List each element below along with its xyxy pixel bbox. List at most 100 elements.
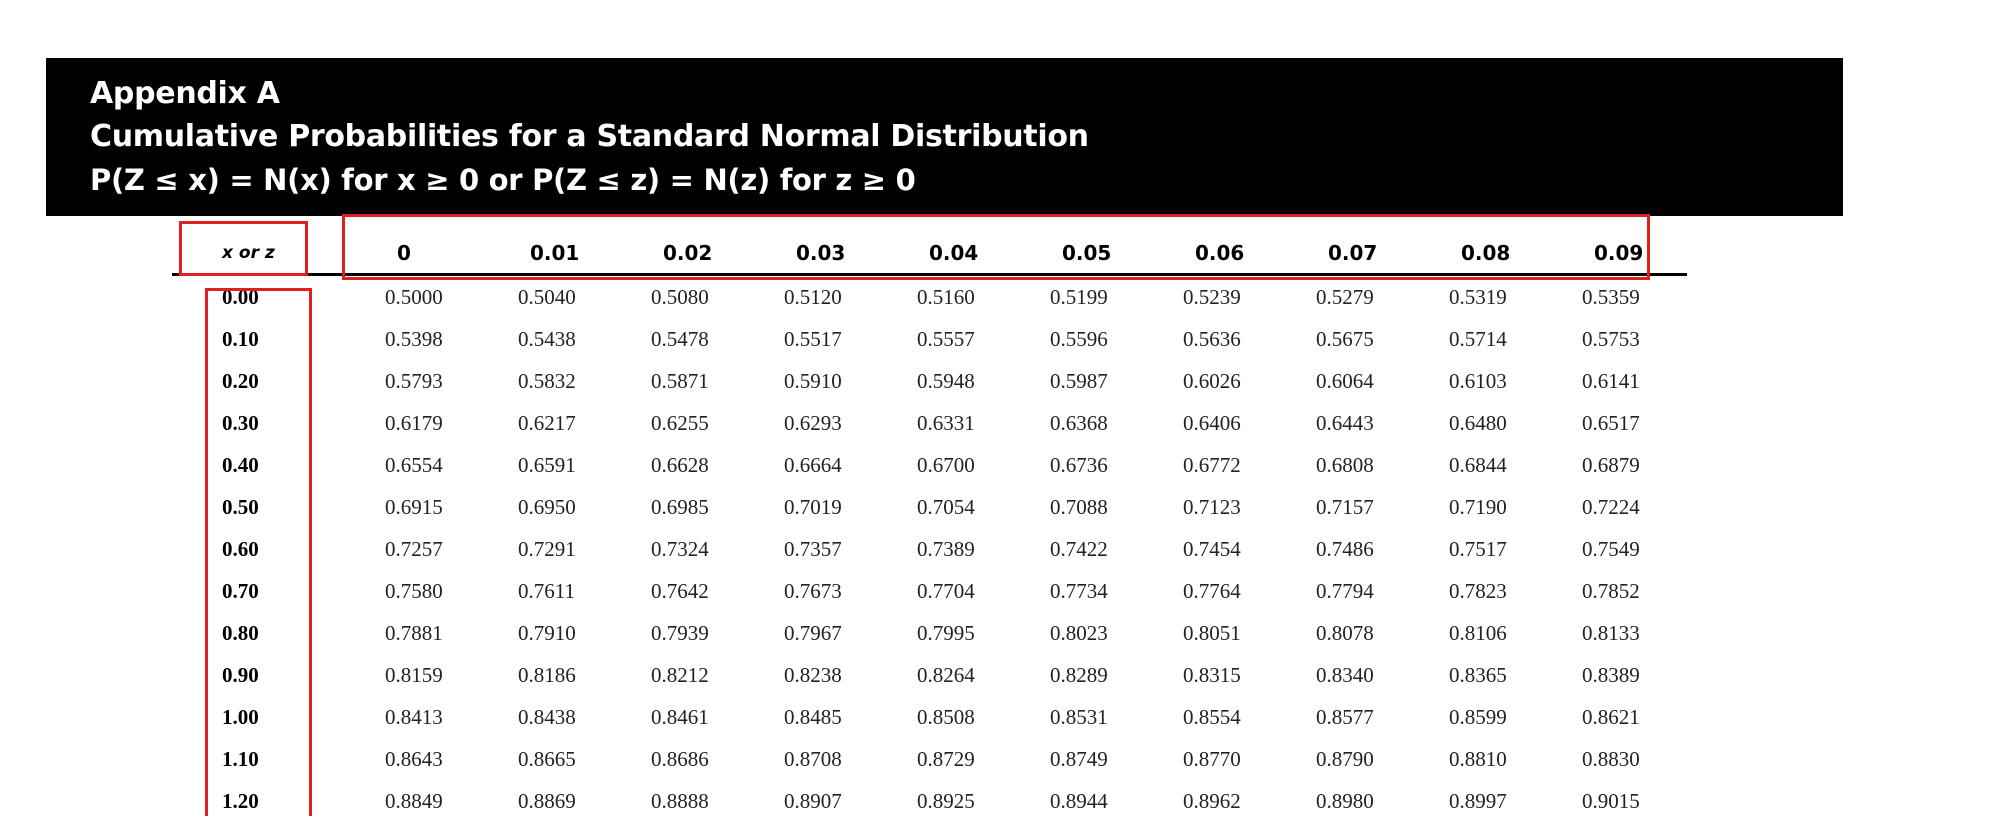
probability-cell: 0.8708 <box>756 738 889 780</box>
probability-cell: 0.6808 <box>1288 444 1421 486</box>
corner-label: x or z <box>172 232 357 275</box>
probability-cell: 0.6217 <box>490 402 623 444</box>
probability-cell: 0.8810 <box>1421 738 1554 780</box>
probability-cell: 0.7123 <box>1155 486 1288 528</box>
probability-cell: 0.5910 <box>756 360 889 402</box>
column-header: 0.08 <box>1421 232 1554 275</box>
probability-cell: 0.6915 <box>357 486 490 528</box>
probability-cell: 0.7704 <box>889 570 1022 612</box>
probability-cell: 0.7995 <box>889 612 1022 654</box>
probability-cell: 0.8621 <box>1554 696 1687 738</box>
probability-cell: 0.5714 <box>1421 318 1554 360</box>
probability-cell: 0.7088 <box>1022 486 1155 528</box>
probability-cell: 0.7580 <box>357 570 490 612</box>
probability-cell: 0.7967 <box>756 612 889 654</box>
probability-cell: 0.6026 <box>1155 360 1288 402</box>
column-header: 0.09 <box>1554 232 1687 275</box>
column-header: 0.05 <box>1022 232 1155 275</box>
probability-cell: 0.7734 <box>1022 570 1155 612</box>
probability-cell: 0.6628 <box>623 444 756 486</box>
probability-cell: 0.7019 <box>756 486 889 528</box>
probability-cell: 0.5987 <box>1022 360 1155 402</box>
probability-cell: 0.8830 <box>1554 738 1687 780</box>
probability-cell: 0.7357 <box>756 528 889 570</box>
column-header: 0.04 <box>889 232 1022 275</box>
probability-cell: 0.8023 <box>1022 612 1155 654</box>
probability-cell: 0.8554 <box>1155 696 1288 738</box>
probability-cell: 0.8508 <box>889 696 1022 738</box>
probability-cell: 0.7486 <box>1288 528 1421 570</box>
probability-cell: 0.8749 <box>1022 738 1155 780</box>
probability-cell: 0.5359 <box>1554 275 1687 319</box>
column-header: 0.03 <box>756 232 889 275</box>
probability-cell: 0.6844 <box>1421 444 1554 486</box>
probability-cell: 0.5675 <box>1288 318 1421 360</box>
probability-cell: 0.5120 <box>756 275 889 319</box>
probability-cell: 0.7454 <box>1155 528 1288 570</box>
probability-cell: 0.7794 <box>1288 570 1421 612</box>
probability-cell: 0.6879 <box>1554 444 1687 486</box>
probability-cell: 0.7823 <box>1421 570 1554 612</box>
probability-cell: 0.5753 <box>1554 318 1687 360</box>
probability-cell: 0.8665 <box>490 738 623 780</box>
probability-cell: 0.5398 <box>357 318 490 360</box>
row-label: 0.20 <box>172 360 357 402</box>
probability-cell: 0.6664 <box>756 444 889 486</box>
probability-cell: 0.6141 <box>1554 360 1687 402</box>
probability-cell: 0.8599 <box>1421 696 1554 738</box>
probability-cell: 0.6406 <box>1155 402 1288 444</box>
column-header: 0 <box>357 232 490 275</box>
probability-cell: 0.8770 <box>1155 738 1288 780</box>
probability-cell: 0.7389 <box>889 528 1022 570</box>
probability-cell: 0.8186 <box>490 654 623 696</box>
probability-cell: 0.5948 <box>889 360 1022 402</box>
probability-cell: 0.7054 <box>889 486 1022 528</box>
probability-cell: 0.5636 <box>1155 318 1288 360</box>
probability-cell: 0.7291 <box>490 528 623 570</box>
row-label: 0.40 <box>172 444 357 486</box>
probability-cell: 0.8577 <box>1288 696 1421 738</box>
probability-cell: 0.6368 <box>1022 402 1155 444</box>
column-header: 0.07 <box>1288 232 1421 275</box>
probability-cell: 0.8212 <box>623 654 756 696</box>
probability-cell: 0.5517 <box>756 318 889 360</box>
probability-cell: 0.7257 <box>357 528 490 570</box>
probability-cell: 0.7422 <box>1022 528 1155 570</box>
probability-cell: 0.6736 <box>1022 444 1155 486</box>
probability-cell: 0.7157 <box>1288 486 1421 528</box>
probability-cell: 0.5199 <box>1022 275 1155 319</box>
probability-cell: 0.7324 <box>623 528 756 570</box>
column-header: 0.02 <box>623 232 756 275</box>
probability-cell: 0.8729 <box>889 738 1022 780</box>
probability-cell: 0.8790 <box>1288 738 1421 780</box>
row-label: 0.70 <box>172 570 357 612</box>
table-title: Cumulative Probabilities for a Standard … <box>90 119 1089 155</box>
probability-cell: 0.8264 <box>889 654 1022 696</box>
row-label: 0.90 <box>172 654 357 696</box>
probability-cell: 0.8686 <box>623 738 756 780</box>
probability-cell: 0.5438 <box>490 318 623 360</box>
table-formula: P(Z ≤ x) = N(x) for x ≥ 0 or P(Z ≤ z) = … <box>90 162 915 198</box>
probability-cell: 0.6772 <box>1155 444 1288 486</box>
probability-cell: 0.8413 <box>357 696 490 738</box>
probability-cell: 0.7673 <box>756 570 889 612</box>
probability-cell: 0.5793 <box>357 360 490 402</box>
probability-cell: 0.5040 <box>490 275 623 319</box>
probability-cell: 0.7852 <box>1554 570 1687 612</box>
probability-cell: 0.6554 <box>357 444 490 486</box>
probability-cell: 0.6064 <box>1288 360 1421 402</box>
probability-cell: 0.8051 <box>1155 612 1288 654</box>
probability-cell: 0.7517 <box>1421 528 1554 570</box>
probability-cell: 0.5832 <box>490 360 623 402</box>
probability-cell: 0.8643 <box>357 738 490 780</box>
